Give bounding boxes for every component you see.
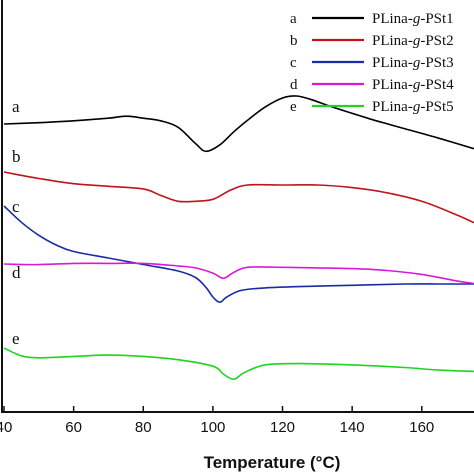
legend-label-e: PLina-g-PSt5: [372, 99, 454, 115]
x-tick-label: 40: [0, 419, 12, 436]
x-tick-label: 120: [270, 419, 295, 436]
legend-label-d: PLina-g-PSt4: [372, 77, 454, 93]
curve-label-c: c: [12, 197, 20, 216]
curve-letters: a b c d e: [12, 97, 21, 348]
legend-label-a: PLina-g-PSt1: [372, 11, 454, 27]
series-line-d: [3, 262, 474, 285]
curve-label-a: a: [12, 97, 20, 116]
plot-frame: [1, 0, 474, 413]
series-line-b: [3, 171, 474, 224]
x-tick-label: 140: [340, 419, 365, 436]
legend-label-b: PLina-g-PSt2: [372, 33, 454, 49]
x-tick-label: 160: [409, 419, 434, 436]
series-line-c: [3, 205, 474, 304]
x-tick-label: 100: [200, 419, 225, 436]
legend-letter-d: d: [290, 77, 298, 93]
legend-letter-a: a: [290, 11, 297, 27]
legend-letter-e: e: [290, 99, 297, 115]
x-axis-ticks: 40 60 80 100 120 140 160: [0, 406, 434, 436]
x-tick-label: 60: [65, 419, 82, 436]
legend-letter-b: b: [290, 33, 298, 49]
x-axis-title: Temperature (°C): [204, 453, 341, 472]
legend: a PLina-g-PSt1 b PLina-g-PSt2 c PLina-g-PSt3 d…: [290, 11, 454, 115]
curves-layer: [3, 95, 474, 380]
legend-letter-c: c: [290, 55, 297, 71]
series-line-a: [3, 95, 474, 153]
curve-label-e: e: [12, 329, 20, 348]
curve-label-d: d: [12, 263, 21, 282]
x-tick-label: 80: [135, 419, 152, 436]
series-line-e: [3, 347, 474, 380]
legend-label-c: PLina-g-PSt3: [372, 55, 454, 71]
curve-label-b: b: [12, 147, 21, 166]
